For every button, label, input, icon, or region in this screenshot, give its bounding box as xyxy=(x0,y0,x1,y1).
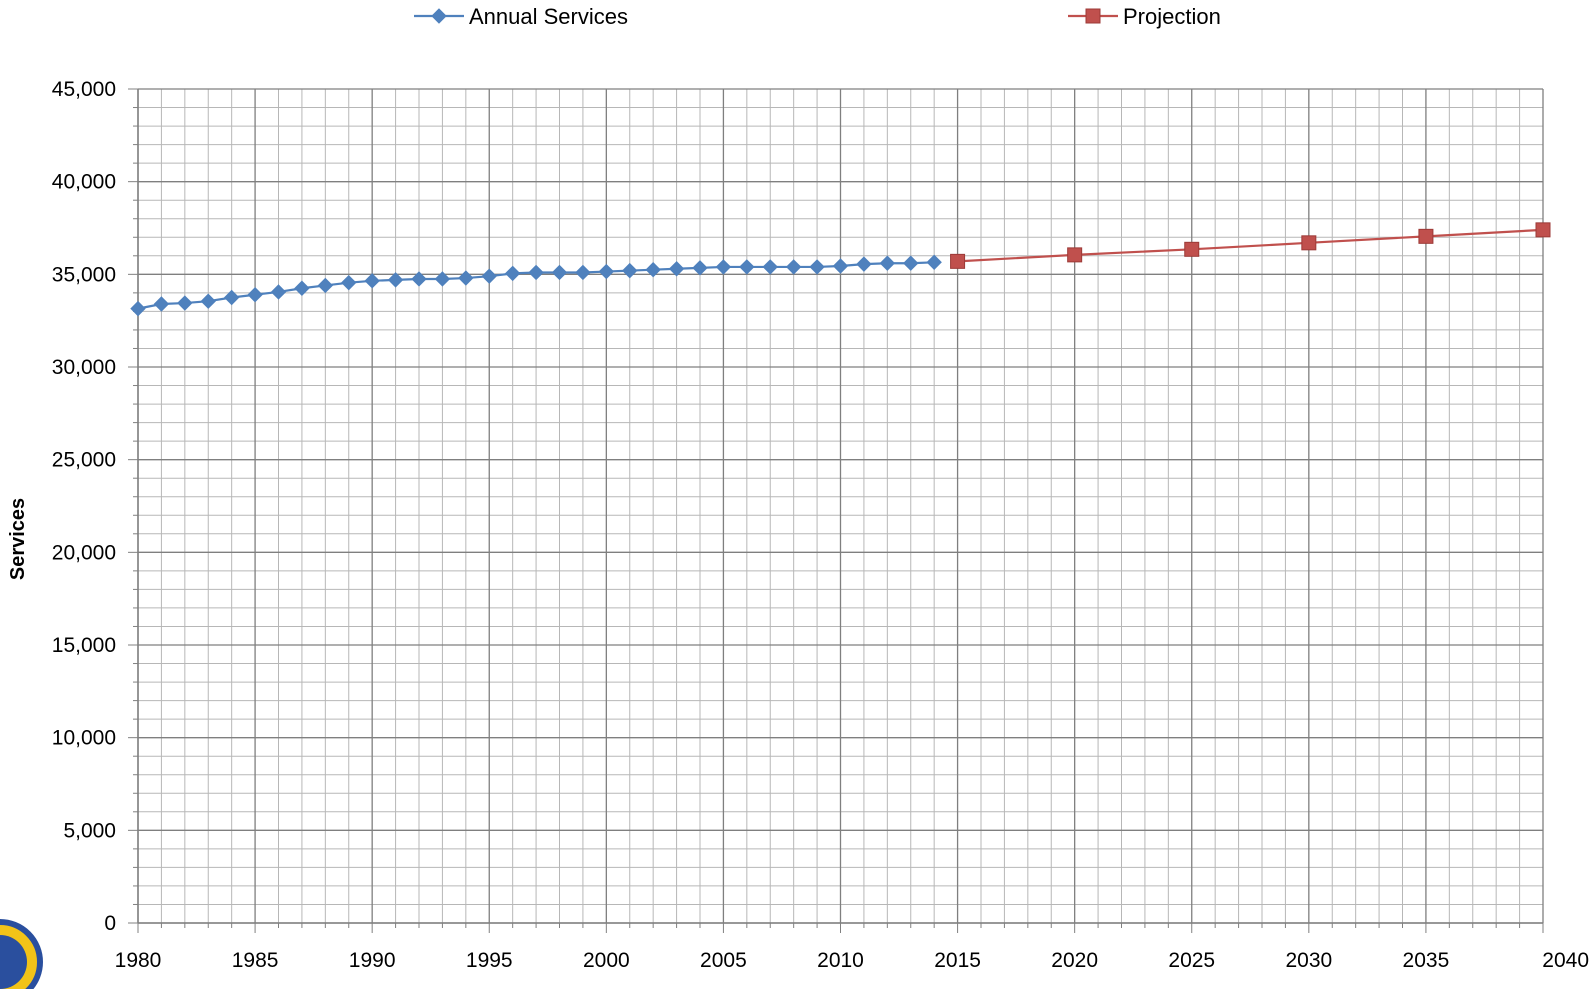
data-point-diamond xyxy=(903,255,919,271)
y-tick-label: 40,000 xyxy=(52,171,116,194)
x-tick-label: 2005 xyxy=(700,949,747,972)
data-point-diamond xyxy=(926,254,942,270)
data-point-diamond xyxy=(739,259,755,275)
x-tick-label: 2015 xyxy=(934,949,981,972)
data-point-diamond xyxy=(856,256,872,272)
y-axis-label: Services xyxy=(7,498,29,580)
x-tick-label: 2030 xyxy=(1285,949,1332,972)
data-point-square xyxy=(1184,241,1200,257)
data-point-diamond xyxy=(832,258,849,274)
x-tick-label: 1985 xyxy=(232,949,279,972)
data-point-square xyxy=(1085,8,1101,24)
legend: Annual Services Projection xyxy=(414,4,1221,29)
data-point-square xyxy=(1301,235,1317,251)
x-tick-label: 2040 xyxy=(1542,949,1589,972)
x-tick-label: 1990 xyxy=(349,949,396,972)
x-tick-label: 2035 xyxy=(1403,949,1450,972)
x-tick-label: 2020 xyxy=(1051,949,1098,972)
data-point-diamond xyxy=(317,277,334,294)
y-tick-label: 5,000 xyxy=(63,819,116,842)
y-tick-label: 20,000 xyxy=(52,541,116,564)
data-point-diamond xyxy=(153,296,170,312)
y-tick-label: 35,000 xyxy=(52,263,116,286)
y-tick-label: 10,000 xyxy=(52,727,116,750)
data-point-diamond xyxy=(715,259,732,275)
data-point-diamond xyxy=(458,270,474,286)
data-point-square xyxy=(950,253,966,269)
x-tick-labels: 1980 1985 1990 1995 2000 2005 2010 2015 2020 2025… xyxy=(115,949,1589,972)
x-tick-label: 2010 xyxy=(817,949,864,972)
y-tick-label: 25,000 xyxy=(52,449,116,472)
data-point-diamond xyxy=(762,259,778,275)
series-line xyxy=(957,228,1544,263)
data-point-diamond xyxy=(598,263,615,280)
data-point-diamond xyxy=(200,293,216,309)
legend-label: Projection xyxy=(1123,4,1221,29)
data-point-diamond xyxy=(575,264,591,281)
data-point-diamond xyxy=(177,295,193,311)
data-point-diamond xyxy=(387,272,404,288)
x-tick-label: 2000 xyxy=(583,949,630,972)
data-point-diamond xyxy=(247,287,263,303)
data-point-diamond xyxy=(809,259,825,275)
data-point-diamond xyxy=(504,265,521,282)
x-tick-label: 2025 xyxy=(1168,949,1215,972)
data-point-diamond xyxy=(294,280,310,296)
legend-item: Projection xyxy=(1068,4,1221,29)
data-point-diamond xyxy=(364,273,380,289)
data-point-diamond xyxy=(431,8,447,24)
legend-item: Annual Services xyxy=(414,4,628,29)
y-tick-label: 45,000 xyxy=(52,78,116,101)
data-point-diamond xyxy=(622,262,638,279)
series-annual-services xyxy=(130,254,942,317)
data-point-diamond xyxy=(411,271,427,287)
data-point-diamond xyxy=(645,261,661,278)
x-tick-label: 1995 xyxy=(466,949,513,972)
data-point-diamond xyxy=(130,300,146,317)
data-point-square xyxy=(1535,222,1551,238)
data-point-diamond xyxy=(551,264,568,281)
seal-logo xyxy=(0,919,43,989)
data-point-diamond xyxy=(879,255,896,271)
y-tick-label: 30,000 xyxy=(52,356,116,379)
data-point-diamond xyxy=(223,289,240,306)
data-point-square xyxy=(1418,228,1434,244)
data-point-square xyxy=(1067,247,1083,263)
data-point-diamond xyxy=(434,271,451,287)
data-point-diamond xyxy=(785,259,802,275)
series-projection xyxy=(950,222,1551,269)
data-point-diamond xyxy=(528,264,544,281)
data-point-diamond xyxy=(668,261,685,277)
axes xyxy=(128,88,1544,933)
y-tick-label: 15,000 xyxy=(52,634,116,657)
data-point-diamond xyxy=(692,260,708,276)
y-tick-labels: 0 5,000 10,000 15,000 20,000 25,000 30,000 35,0… xyxy=(52,78,116,935)
y-tick-label: 0 xyxy=(104,912,116,935)
data-point-diamond xyxy=(481,268,497,284)
data-point-diamond xyxy=(341,274,357,291)
data-point-diamond xyxy=(270,284,287,300)
x-tick-label: 1980 xyxy=(115,949,162,972)
series-layer xyxy=(130,222,1551,317)
legend-label: Annual Services xyxy=(469,4,628,29)
